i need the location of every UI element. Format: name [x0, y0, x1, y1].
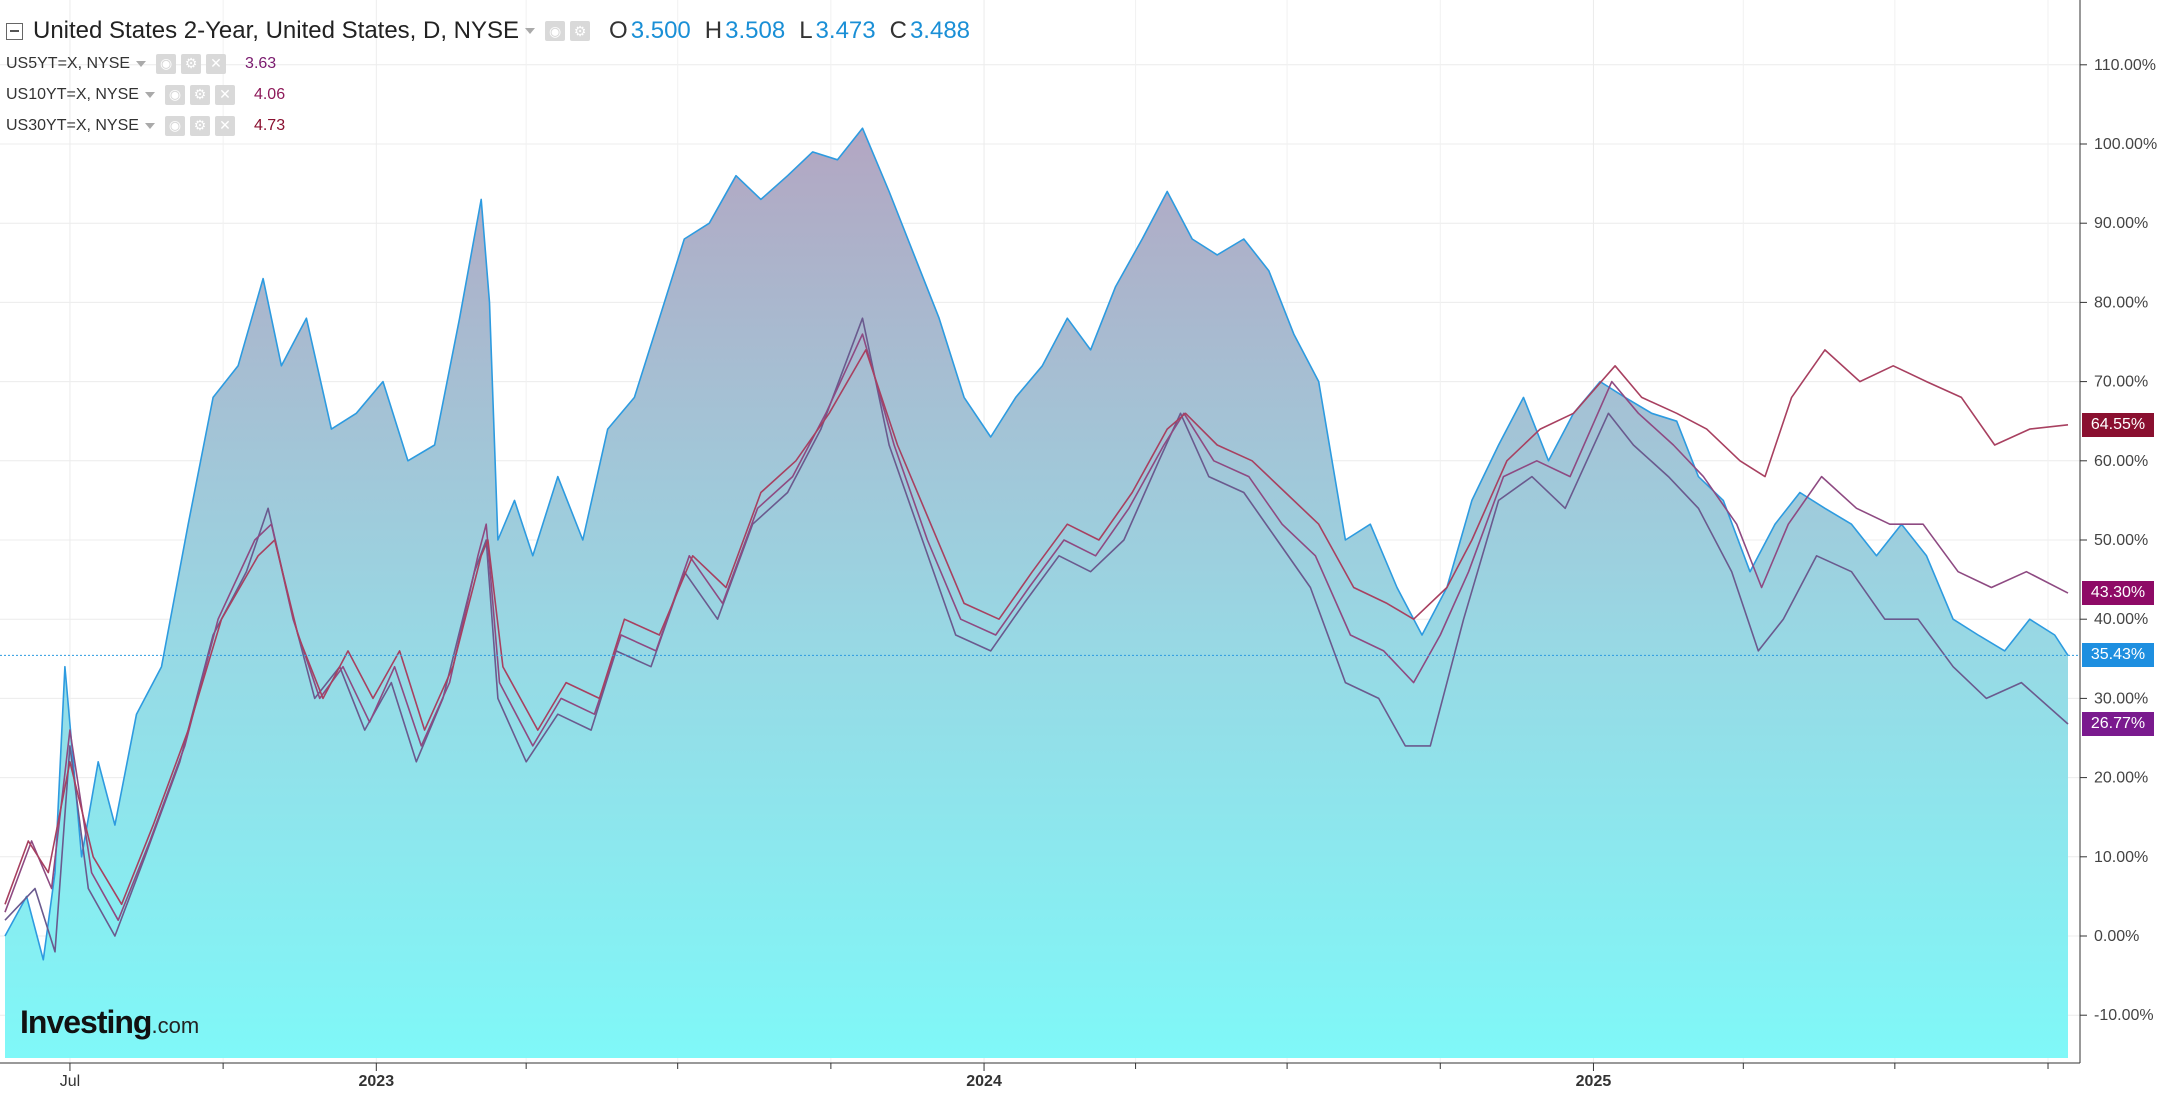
gear-icon[interactable]: ⚙: [181, 53, 202, 74]
x-tick-label: 2025: [1576, 1073, 1612, 1090]
eye-icon[interactable]: ◉: [156, 53, 177, 74]
y-tick-label: 80.00%: [2094, 294, 2148, 311]
legend-overlay-us10y: US10YT=X, NYSE ◉ ⚙ ✕ 4.06: [6, 79, 970, 110]
y-tick-label: 10.00%: [2094, 849, 2148, 866]
series-line-us30yt-x-nyse: [4, 349, 2069, 906]
series-layer: [4, 127, 2069, 1058]
overlay-value: 3.63: [245, 54, 277, 72]
high-label: H: [704, 17, 723, 44]
y-tick-label: 90.00%: [2094, 215, 2148, 232]
last-value-label: 26.77%: [2082, 711, 2154, 736]
investing-logo: Investing.com: [20, 1004, 199, 1041]
eye-icon[interactable]: ◉: [164, 84, 185, 105]
last-value-label: 35.43%: [2082, 643, 2154, 668]
open-label: O: [609, 17, 628, 44]
y-tick-label: 110.00%: [2094, 57, 2156, 74]
y-axis: -10.00% 0.00% 10.00% 20.00% 30.00% 40.00% 50.0…: [2080, 57, 2157, 1024]
eye-icon[interactable]: ◉: [545, 21, 566, 41]
eye-icon[interactable]: ◉: [164, 115, 185, 136]
chevron-down-icon[interactable]: [144, 122, 155, 129]
logo-brand: Investing: [20, 1004, 152, 1040]
close-icon[interactable]: ✕: [214, 115, 235, 136]
overlay-value: 4.06: [253, 85, 286, 103]
overlay-label: US5YT=X, NYSE: [6, 54, 131, 72]
y-tick-label: 30.00%: [2094, 690, 2148, 707]
series-area-united-states-2-year: [5, 128, 2068, 1058]
y-tick-label: 60.00%: [2094, 453, 2148, 470]
last-value-label: 64.55%: [2082, 412, 2154, 437]
legend: United States 2-Year, United States, D, …: [6, 14, 970, 141]
y-tick-label: 70.00%: [2094, 374, 2148, 391]
legend-main-title: United States 2-Year, United States, D, …: [33, 17, 520, 44]
low-value: 3.473: [815, 17, 876, 44]
chevron-down-icon[interactable]: [144, 91, 155, 98]
x-axis: Jul 2023 2024 2025: [60, 1063, 2049, 1090]
high-value: 3.508: [725, 17, 786, 44]
chevron-down-icon[interactable]: [525, 28, 536, 34]
legend-overlay-us5y: US5YT=X, NYSE ◉ ⚙ ✕ 3.63: [6, 48, 970, 79]
y-tick-label: 50.00%: [2094, 532, 2148, 549]
close-value: 3.488: [909, 17, 971, 44]
overlay-label: US30YT=X, NYSE: [6, 116, 139, 134]
low-label: L: [799, 17, 813, 44]
y-tick-label: 40.00%: [2094, 611, 2148, 628]
y-tick-label: -10.00%: [2094, 1007, 2154, 1024]
y-tick-label: 0.00%: [2094, 928, 2139, 945]
logo-suffix: .com: [151, 1013, 200, 1038]
legend-main-row: United States 2-Year, United States, D, …: [6, 14, 970, 48]
x-tick-label: 2023: [359, 1073, 395, 1090]
legend-overlay-us30y: US30YT=X, NYSE ◉ ⚙ ✕ 4.73: [6, 110, 970, 141]
gear-icon[interactable]: ⚙: [189, 115, 210, 136]
overlay-value: 4.73: [253, 116, 286, 134]
open-value: 3.500: [630, 17, 691, 44]
close-label: C: [889, 17, 907, 44]
gear-icon[interactable]: ⚙: [189, 84, 210, 105]
y-tick-label: 100.00%: [2094, 136, 2157, 153]
gear-icon[interactable]: ⚙: [570, 21, 591, 41]
y-tick-label: 20.00%: [2094, 770, 2148, 787]
close-icon[interactable]: ✕: [206, 53, 227, 74]
x-tick-label: Jul: [60, 1073, 80, 1090]
overlay-label: US10YT=X, NYSE: [6, 85, 139, 103]
x-tick-label: 2024: [966, 1073, 1002, 1090]
last-value-label: 43.30%: [2082, 581, 2154, 606]
collapse-icon[interactable]: [6, 22, 23, 40]
close-icon[interactable]: ✕: [214, 84, 235, 105]
chevron-down-icon[interactable]: [136, 60, 147, 67]
